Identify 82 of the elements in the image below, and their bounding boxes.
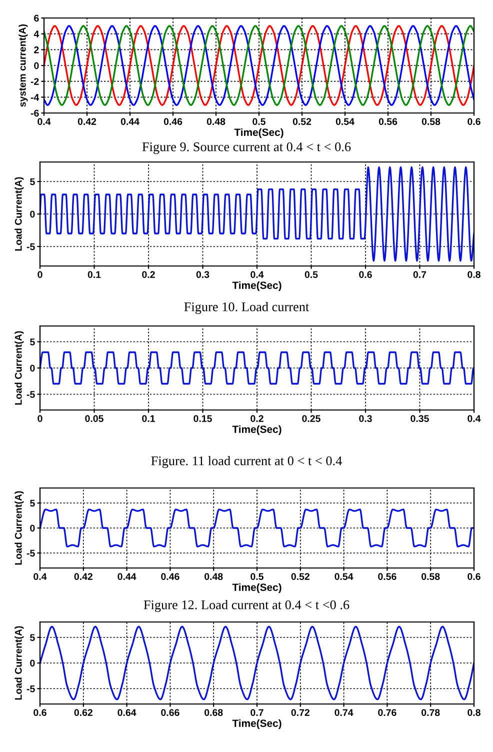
y-tick-label: 0 <box>30 210 35 218</box>
x-axis-title: Time(Sec) <box>232 425 282 436</box>
x-tick-label: 0.44 <box>120 118 140 125</box>
x-axis-title: Time(Sec) <box>232 281 282 292</box>
y-tick-label: 0 <box>30 524 35 532</box>
y-axis-title: Load Current(A) <box>14 491 24 565</box>
y-tick-label: -5 <box>26 243 35 250</box>
x-tick-label: 0.6 <box>34 709 46 716</box>
x-tick-label: 0.46 <box>164 118 182 125</box>
x-tick-label: 0.7 <box>413 271 426 278</box>
x-tick-label: 0.48 <box>204 573 223 580</box>
y-tick-label: 2 <box>34 46 39 54</box>
y-tick-label: 5 <box>30 634 35 641</box>
x-tick-label: 0.76 <box>378 709 396 716</box>
x-tick-label: 0.3 <box>196 271 210 278</box>
y-tick-label: -4 <box>30 94 40 101</box>
x-tick-label: 0.54 <box>336 118 354 125</box>
x-tick-label: 0.4 <box>468 415 481 422</box>
x-tick-label: 0.42 <box>78 118 96 125</box>
x-tick-label: 0.58 <box>422 573 440 580</box>
x-axis-title: Time(Sec) <box>232 583 282 594</box>
y-tick-label: -5 <box>26 391 35 398</box>
x-axis-title: Time(Sec) <box>232 719 282 730</box>
x-tick-label: 0.3 <box>359 415 372 422</box>
y-tick-label: 5 <box>30 338 35 346</box>
x-tick-label: 0.2 <box>250 415 264 422</box>
x-tick-label: 0.35 <box>410 415 429 422</box>
x-tick-label: 0.2 <box>142 271 155 278</box>
x-tick-label: 0.4 <box>34 573 47 580</box>
x-tick-label: 0.62 <box>74 709 92 716</box>
y-tick-label: 0 <box>34 62 39 70</box>
x-tick-label: 0.25 <box>302 415 320 422</box>
y-axis-title: system current(A) <box>18 24 28 107</box>
x-tick-label: 0.48 <box>206 118 226 125</box>
y-tick-label: 0 <box>30 364 35 372</box>
caption: Figure 12. Load current at 0.4 < t <0 .6 <box>144 600 350 612</box>
y-tick-label: -6 <box>30 110 39 117</box>
y-axis-title: Load Current(A) <box>14 177 24 251</box>
y-tick-label: 5 <box>30 500 35 507</box>
caption: Figure 9. Source current at 0.4 < t < 0.6 <box>142 142 351 154</box>
x-tick-label: 0.52 <box>291 573 310 580</box>
x-tick-label: 0.72 <box>291 709 310 716</box>
y-tick-label: -2 <box>30 78 39 85</box>
x-tick-label: 0.1 <box>88 271 101 278</box>
x-tick-label: 0.6 <box>359 271 372 278</box>
x-axis-title: Time(Sec) <box>234 128 284 138</box>
x-tick-label: 0.44 <box>118 573 136 580</box>
x-tick-label: 0.05 <box>85 415 104 422</box>
x-tick-label: 0.78 <box>422 709 440 716</box>
x-tick-label: 0.74 <box>334 709 354 716</box>
x-tick-label: 0.1 <box>142 415 155 422</box>
x-tick-label: 0.68 <box>204 709 223 716</box>
y-tick-label: -5 <box>26 550 35 557</box>
y-tick-label: 0 <box>30 660 35 667</box>
x-tick-label: 0.5 <box>252 118 266 125</box>
x-tick-label: 0.8 <box>468 271 480 278</box>
text: Figure. 11 load current at 0 < t < 0.4 <box>151 456 342 468</box>
x-tick-label: 0.7 <box>250 709 264 716</box>
y-tick-label: -5 <box>26 685 35 692</box>
x-tick-label: 0.56 <box>378 118 398 125</box>
x-tick-label: 0.5 <box>250 573 264 580</box>
x-tick-label: 0.54 <box>334 573 354 580</box>
y-tick-label: 6 <box>34 14 39 22</box>
x-tick-label: 0.8 <box>468 709 480 716</box>
x-tick-label: 0.4 <box>250 271 264 278</box>
caption: Figure 10. Load current <box>184 302 310 314</box>
x-tick-label: 0.66 <box>161 709 180 716</box>
x-tick-label: 0.56 <box>378 573 396 580</box>
y-tick-label: 4 <box>34 30 40 38</box>
x-tick-label: 0.5 <box>304 271 318 278</box>
x-tick-label: 0.15 <box>194 415 212 422</box>
x-tick-label: 0.52 <box>292 118 312 125</box>
x-tick-label: 0.42 <box>74 573 92 580</box>
x-tick-label: 0.64 <box>118 709 136 716</box>
x-tick-label: 0.58 <box>422 118 440 125</box>
y-axis-title: Load Current(A) <box>14 331 24 405</box>
x-tick-label: 0.6 <box>468 573 480 580</box>
x-tick-label: 0.4 <box>38 118 51 125</box>
y-axis-title: Load Current(A) <box>14 626 24 700</box>
x-tick-label: 0.46 <box>161 573 180 580</box>
y-tick-label: 5 <box>30 178 35 186</box>
x-tick-label: 0.6 <box>468 118 480 125</box>
